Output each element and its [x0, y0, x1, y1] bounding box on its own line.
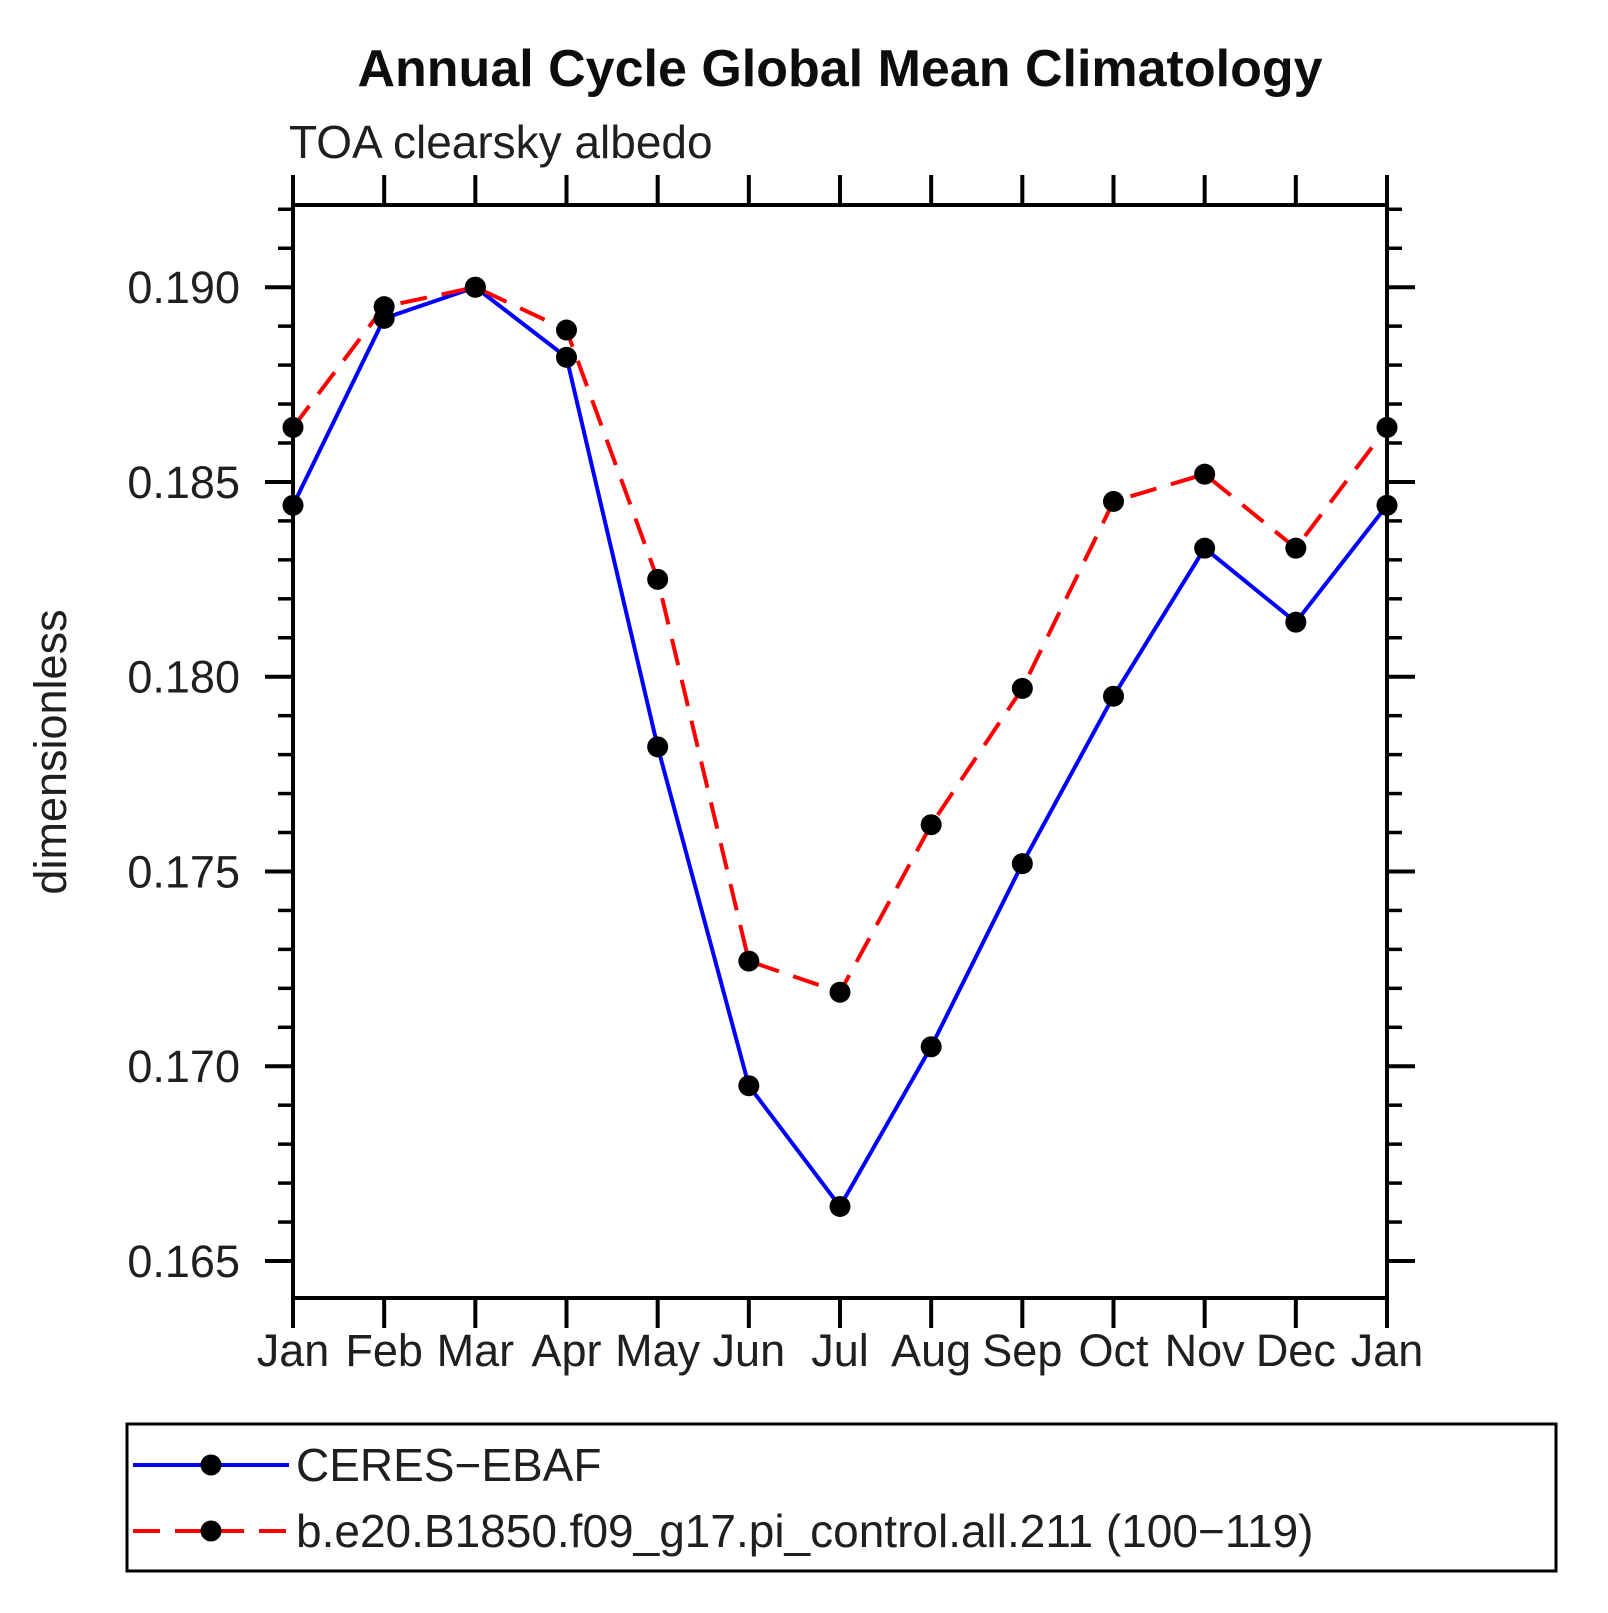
data-point-marker — [282, 494, 304, 516]
data-point-marker — [1103, 490, 1124, 512]
data-point-marker — [556, 319, 577, 341]
legend-label-model: b.e20.B1850.f09_g17.pi_control.all.211 (… — [296, 1505, 1313, 1557]
legend-sample-ceres — [133, 1454, 289, 1476]
data-point-marker — [647, 568, 669, 590]
legend-label-ceres: CERES−EBAF — [296, 1439, 602, 1491]
y-tick-label: 0.175 — [127, 846, 240, 897]
series-line-1 — [291, 285, 1389, 995]
data-point-marker — [829, 1195, 851, 1217]
x-tick-label: Oct — [1078, 1325, 1149, 1376]
x-tick-label: Dec — [1256, 1325, 1336, 1376]
data-point-marker — [829, 981, 851, 1003]
data-point-markers — [282, 276, 1398, 1217]
x-tick-label: Mar — [437, 1325, 515, 1376]
series-lines — [291, 284, 1389, 1211]
legend-marker — [200, 1520, 222, 1542]
series-line-0 — [291, 284, 1389, 1211]
data-point-marker — [1376, 494, 1398, 516]
plot-frame — [291, 203, 1389, 1300]
chart-subtitle: TOA clearsky albedo — [289, 116, 713, 168]
data-point-marker — [1376, 416, 1398, 438]
x-tick-label: Jan — [257, 1325, 330, 1376]
data-point-marker — [1011, 677, 1033, 699]
data-point-marker — [556, 346, 577, 368]
data-point-marker — [1285, 537, 1307, 559]
y-tick-label: 0.190 — [127, 262, 240, 313]
data-point-marker — [1194, 537, 1216, 559]
y-tick-label: 0.180 — [127, 652, 240, 703]
data-point-marker — [647, 736, 669, 758]
data-point-marker — [282, 416, 304, 438]
data-point-marker — [373, 296, 395, 318]
x-tick-label: May — [615, 1325, 701, 1376]
x-tick-label: Jul — [811, 1325, 869, 1376]
x-tick-label: Apr — [531, 1325, 601, 1376]
x-tick-label: Sep — [982, 1325, 1062, 1376]
y-tick-label: 0.185 — [127, 457, 240, 508]
x-tick-label: Feb — [345, 1325, 423, 1376]
y-tick-label: 0.170 — [127, 1041, 240, 1092]
x-tick-labels: Jan Feb Mar Apr May Jun Jul Aug Sep Oct Nov Dec Jan — [257, 1325, 1424, 1376]
x-tick-label: Nov — [1165, 1325, 1246, 1376]
data-point-marker — [1103, 685, 1124, 707]
data-point-marker — [920, 814, 942, 836]
data-point-marker — [920, 1036, 942, 1058]
y-tick-label: 0.165 — [127, 1236, 240, 1287]
legend-box — [125, 1422, 1558, 1573]
data-point-marker — [738, 1075, 760, 1097]
legend-marker — [200, 1454, 222, 1476]
x-tick-label: Jun — [713, 1325, 786, 1376]
data-point-marker — [464, 276, 486, 298]
chart-title: Annual Cycle Global Mean Climatology — [357, 40, 1322, 98]
y-axis-title: dimensionless — [25, 609, 76, 894]
x-tick-label: Aug — [891, 1325, 971, 1376]
plot-frame-rect — [291, 203, 1389, 1300]
legend: CERES−EBAF b.e20.B1850.f09_g17.pi_contro… — [125, 1422, 1558, 1573]
y-tick-labels: 0.190 0.185 0.180 0.175 0.170 0.165 — [127, 262, 240, 1287]
data-point-marker — [738, 950, 760, 972]
data-point-marker — [1194, 463, 1216, 485]
data-point-marker — [1011, 853, 1033, 875]
legend-sample-model — [133, 1520, 289, 1542]
data-point-marker — [1285, 611, 1307, 633]
x-tick-label: Jan — [1351, 1325, 1424, 1376]
axis-ticks — [265, 175, 1415, 1328]
